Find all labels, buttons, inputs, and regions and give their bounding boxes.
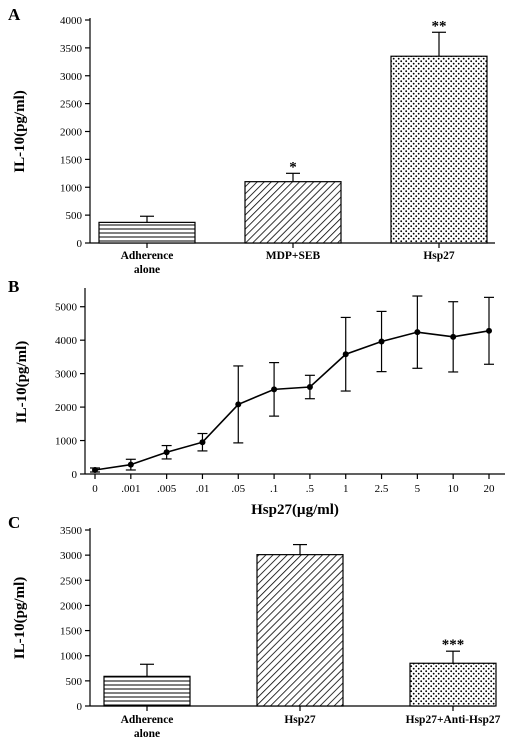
y-tick-label: 4000 <box>60 15 83 27</box>
significance-mark: * <box>289 159 297 175</box>
y-tick-label: 1000 <box>60 651 83 663</box>
data-point <box>163 449 170 456</box>
y-tick-label: 1000 <box>60 182 83 194</box>
data-point <box>92 466 98 473</box>
y-tick-label: 2500 <box>60 575 83 587</box>
data-point <box>199 439 206 446</box>
y-tick-label: 0 <box>72 469 78 481</box>
y-tick-label: 1000 <box>55 436 78 448</box>
y-tick-label: 1500 <box>60 154 83 166</box>
y-tick-label: 5000 <box>55 302 78 314</box>
panel-letter: A <box>8 5 21 24</box>
x-tick-label: .05 <box>231 483 245 495</box>
panel-a: A IL-10(pg/ml) 0 500 1000 1500 2000 2500 3000 350… <box>8 5 495 276</box>
series-line <box>94 330 490 471</box>
panel-c: C IL-10(pg/ml) 0 500 1000 1500 2000 2500 3000 350… <box>8 513 501 740</box>
x-tick-label: .1 <box>270 483 278 495</box>
bar <box>390 55 488 244</box>
category-label: Hsp27+Anti-Hsp27 <box>406 714 501 726</box>
y-tick-label: 3500 <box>60 43 83 55</box>
data-point <box>486 327 492 334</box>
y-axis-label: IL-10(pg/ml) <box>14 341 30 424</box>
x-axis-label: Hsp27(µg/ml) <box>251 502 339 518</box>
x-tick-label: .005 <box>157 483 177 495</box>
significance-mark: ** <box>432 18 447 34</box>
category-label: alone <box>134 264 160 276</box>
data-point <box>342 351 349 358</box>
data-point <box>306 384 313 391</box>
y-tick-label: 2500 <box>60 99 83 111</box>
y-axis-label: IL-10(pg/ml) <box>12 577 28 660</box>
data-point <box>450 333 457 340</box>
y-axis-label: IL-10(pg/ml) <box>12 90 28 173</box>
category-label: MDP+SEB <box>266 250 321 262</box>
x-tick-label: .001 <box>121 483 140 495</box>
y-tick-label: 2000 <box>55 402 78 414</box>
bar <box>244 181 342 244</box>
significance-mark: *** <box>442 637 465 653</box>
category-label: alone <box>134 728 160 740</box>
bar <box>409 662 497 707</box>
x-tick-label: 2.5 <box>375 483 389 495</box>
y-tick-label: 3500 <box>60 525 83 537</box>
bar <box>256 554 344 707</box>
data-point <box>378 338 385 345</box>
category-label: Hsp27 <box>423 250 455 262</box>
y-tick-label: 3000 <box>60 71 83 83</box>
data-point <box>271 386 278 393</box>
x-tick-label: 0 <box>92 483 98 495</box>
y-tick-label: 3000 <box>60 550 83 562</box>
bar <box>98 221 196 244</box>
data-point <box>127 461 134 468</box>
x-tick-label: .01 <box>196 483 210 495</box>
bar <box>103 675 191 707</box>
x-tick-label: 20 <box>484 483 496 495</box>
y-tick-label: 500 <box>66 210 83 222</box>
category-label: Hsp27 <box>284 714 316 726</box>
y-tick-label: 4000 <box>55 335 78 347</box>
x-tick-label: .5 <box>306 483 315 495</box>
x-tick-label: 10 <box>448 483 460 495</box>
y-tick-label: 3000 <box>55 369 78 381</box>
y-tick-label: 0 <box>77 701 83 713</box>
x-tick-label: 5 <box>415 483 421 495</box>
data-point <box>235 401 242 408</box>
panel-letter: B <box>8 277 19 296</box>
category-label: Adherence <box>121 250 174 262</box>
y-tick-label: 2000 <box>60 127 83 139</box>
y-tick-label: 1500 <box>60 626 83 638</box>
panel-letter: C <box>8 513 20 532</box>
x-tick-label: 1 <box>343 483 349 495</box>
y-tick-label: 0 <box>77 238 83 250</box>
data-point <box>414 329 421 336</box>
panel-b: B IL-10(pg/ml) 0 1000 2000 3000 4000 5000 0 .001.… <box>8 277 505 518</box>
y-tick-label: 2000 <box>60 600 83 612</box>
category-label: Adherence <box>121 714 174 726</box>
y-tick-label: 500 <box>66 676 83 688</box>
